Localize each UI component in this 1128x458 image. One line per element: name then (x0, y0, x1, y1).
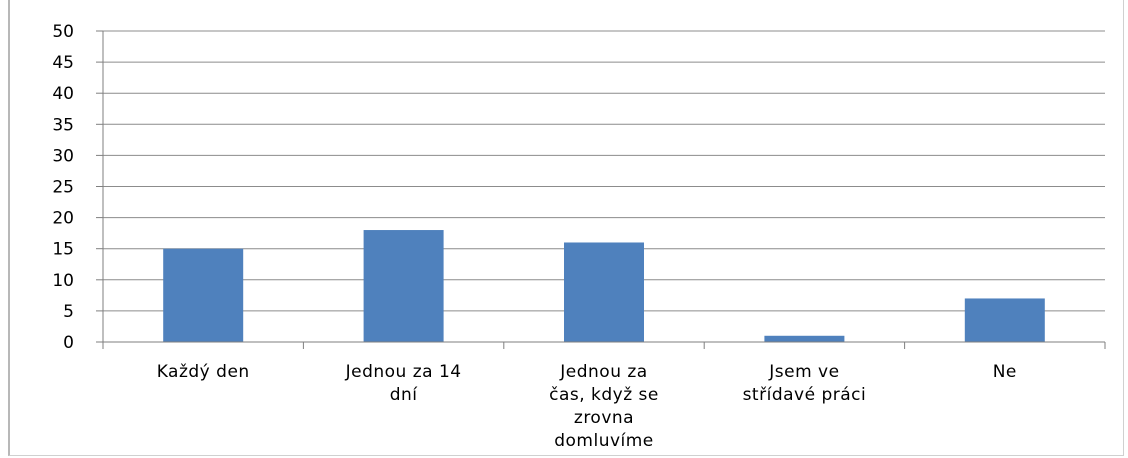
chart-frame (8, 0, 1124, 456)
x-category-label-line: Každý den (157, 362, 250, 382)
y-tick-label: 5 (63, 302, 74, 322)
x-axis (102, 31, 1106, 349)
x-category-label: Jsem ve střídavé práci (743, 362, 867, 405)
x-category-label: Každý den (157, 362, 250, 382)
x-category-label-line: domluvíme (554, 431, 654, 451)
y-tick-label: 10 (52, 271, 74, 291)
bar (764, 335, 845, 342)
bar (564, 242, 644, 342)
bar (363, 230, 444, 342)
x-category-label: Ne (993, 362, 1017, 382)
y-tick-label: 35 (52, 115, 74, 135)
x-category-label-line: Jednou za 14 (345, 362, 462, 382)
bar (964, 298, 1045, 342)
bars (163, 230, 1045, 342)
y-tick-label: 25 (52, 178, 74, 198)
x-category-label: Jednou za 14 dní (345, 362, 462, 405)
x-category-label-line: čas, když se (549, 385, 659, 405)
x-category-label-line: zrovna (574, 408, 634, 428)
y-tick-label: 0 (63, 333, 74, 353)
y-tick-label: 20 (52, 209, 74, 229)
y-tick-label: 30 (52, 146, 74, 166)
y-tick-label: 45 (52, 53, 74, 73)
y-tick-label: 40 (52, 84, 74, 104)
y-tick-label: 15 (52, 240, 74, 260)
x-category-label-line: Jednou za (559, 362, 647, 382)
x-category-label-line: Ne (993, 362, 1017, 382)
y-axis-ticks: 0 5 10 15 20 25 30 35 40 45 50 (52, 22, 103, 353)
bar (163, 248, 244, 342)
x-category-label-line: dní (390, 385, 419, 405)
x-category-label-line: Jsem ve (768, 362, 839, 382)
gridlines (103, 30, 1105, 312)
x-category-label: Jednou za čas, když se zrovna domluvíme (549, 362, 659, 451)
x-category-label-line: střídavé práci (743, 385, 867, 405)
x-axis-labels: Každý den Jednou za 14 dní Jednou za čas, kd… (157, 362, 1017, 451)
y-tick-label: 50 (52, 22, 74, 42)
